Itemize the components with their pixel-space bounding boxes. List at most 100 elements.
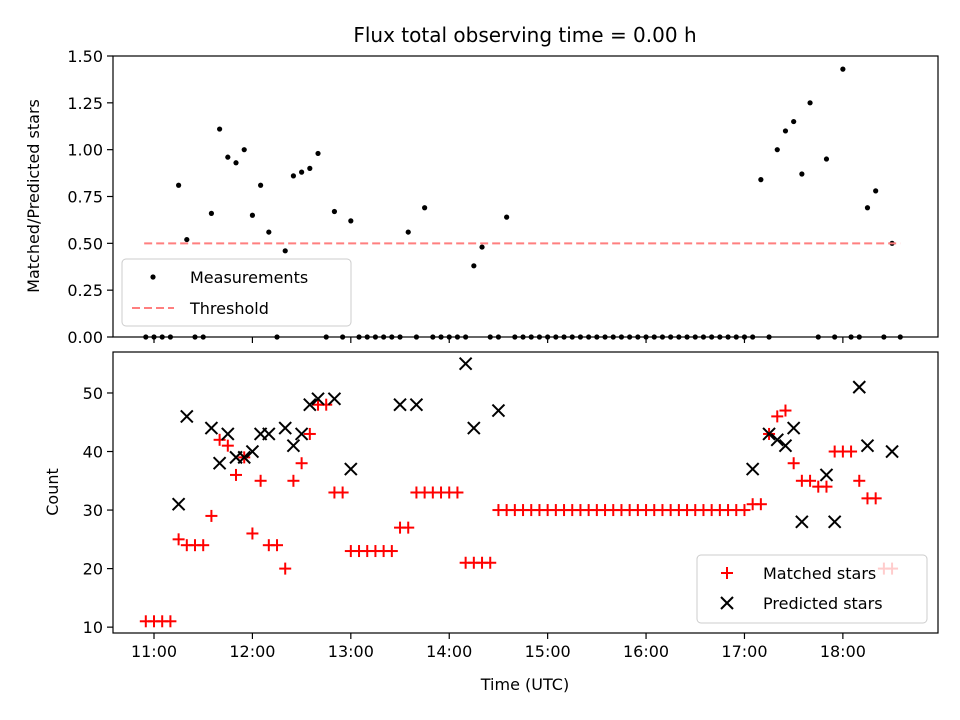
predicted-star-point [212,456,227,470]
predicted-star-point [245,444,260,459]
matched-star-point [804,474,817,487]
predicted-star-point [762,427,776,441]
matched-star-point [230,468,243,481]
bottom-y-tick-label: 40 [83,443,103,462]
predicted-star-point [327,392,342,406]
predicted-star-point [786,421,801,435]
bottom-x-tick-label: 18:00 [820,642,866,661]
measurement-point [791,118,797,125]
measurement-point [299,169,305,175]
predicted-star-point [491,403,506,418]
top-y-tick-label: 0.25 [67,281,103,300]
measurement-point [422,205,428,211]
predicted-star-point [860,438,875,453]
top-y-tick-label: 0.50 [67,234,103,253]
bottom-legend-box [696,554,928,624]
matched-star-point [385,545,398,558]
predicted-star-point [294,427,309,441]
matched-star-point [303,427,316,440]
matched-star-point [853,474,866,487]
bottom-x-tick-label: 15:00 [525,642,571,661]
top-y-tick-label: 1.00 [67,141,103,160]
top-panel: Flux total observing time = 0.00 h Match… [24,23,939,347]
matched-star-point [402,521,415,534]
measurement-point [176,182,182,188]
matched-star-point [271,539,284,552]
top-y-tick-label: 0.75 [67,188,103,207]
measurement-point [479,244,485,250]
bottom-x-tick-label: 12:00 [229,642,275,661]
bottom-plot-marks [139,357,899,628]
measurement-point [233,160,239,166]
measurement-point [799,171,805,177]
bottom-x-tick-label: 16:00 [623,642,669,661]
top-y-tick-label: 1.25 [67,94,103,113]
predicted-star-point [344,462,358,476]
measurement-point [266,229,272,235]
predicted-star-point [467,421,481,435]
bottom-plot-frame [112,351,939,634]
bottom-y-tick-label: 30 [83,501,103,520]
legend-marker-predicted [720,596,734,610]
matched-star-point [213,433,226,446]
matched-star-point [771,410,784,423]
bottom-x-tick-label: 14:00 [426,642,472,661]
measurement-point [184,236,190,243]
legend-marker-matched [721,567,733,579]
predicted-star-point [819,468,834,482]
top-axes: 0.00 0.25 0.50 0.75 1.00 1.25 1.50 [67,47,939,347]
legend-label-measurements: Measurements [190,268,308,287]
measurement-point [504,214,510,220]
bottom-x-tick-label: 11:00 [131,642,177,661]
matched-star-point [451,486,464,499]
measurement-point [348,218,354,224]
legend-label-predicted: Predicted stars [763,594,883,613]
predicted-star-point [171,497,186,511]
matched-star-point [754,498,767,511]
top-y-axis-label: Matched/Predicted stars [24,99,43,293]
legend-marker-measurements [150,274,156,280]
predicted-star-point [278,421,292,435]
chart-title: Flux total observing time = 0.00 h [353,23,696,47]
predicted-star-point [221,427,235,441]
bottom-legend: Matched stars Predicted stars [696,554,928,624]
measurement-point [774,147,780,153]
matched-star-point [205,509,218,522]
matched-star-point [254,474,267,487]
matched-star-point [295,457,308,470]
measurement-point [315,150,321,157]
matched-star-point [336,486,349,499]
measurement-point [807,100,813,106]
predicted-star-point [458,357,473,371]
legend-label-matched: Matched stars [763,564,876,583]
predicted-star-point [204,421,219,435]
predicted-star-point [852,380,866,394]
matched-star-point [279,562,292,575]
measurement-point [282,248,288,254]
matched-star-point [779,404,792,417]
measurement-point [840,66,846,72]
measurement-point [758,177,764,183]
top-y-tick-label: 1.50 [67,47,103,66]
matched-star-point [246,527,259,540]
matched-star-point [787,457,800,470]
measurement-point [208,210,215,216]
predicted-star-point [827,515,842,529]
predicted-star-point [311,392,325,406]
measurement-point [290,173,297,179]
matched-star-point [221,439,234,452]
bottom-axes: 10 20 30 40 50 11:00 12:00 13:00 14:00 15:00 16:00… [83,351,939,661]
measurement-point [873,188,879,194]
matched-star-point [164,615,177,628]
bottom-x-tick-label: 13:00 [328,642,374,661]
matched-star-point [845,445,858,458]
matched-star-point [197,539,210,552]
measurement-point [217,126,223,132]
bottom-panel: Time (UTC) Count 10 20 30 40 50 11:00 12:00 13:… [43,351,939,694]
predicted-star-point [303,397,317,412]
measurement-point [241,147,247,153]
predicted-star-point [795,515,809,529]
matched-star-point [484,556,497,569]
measurement-point [249,212,256,218]
